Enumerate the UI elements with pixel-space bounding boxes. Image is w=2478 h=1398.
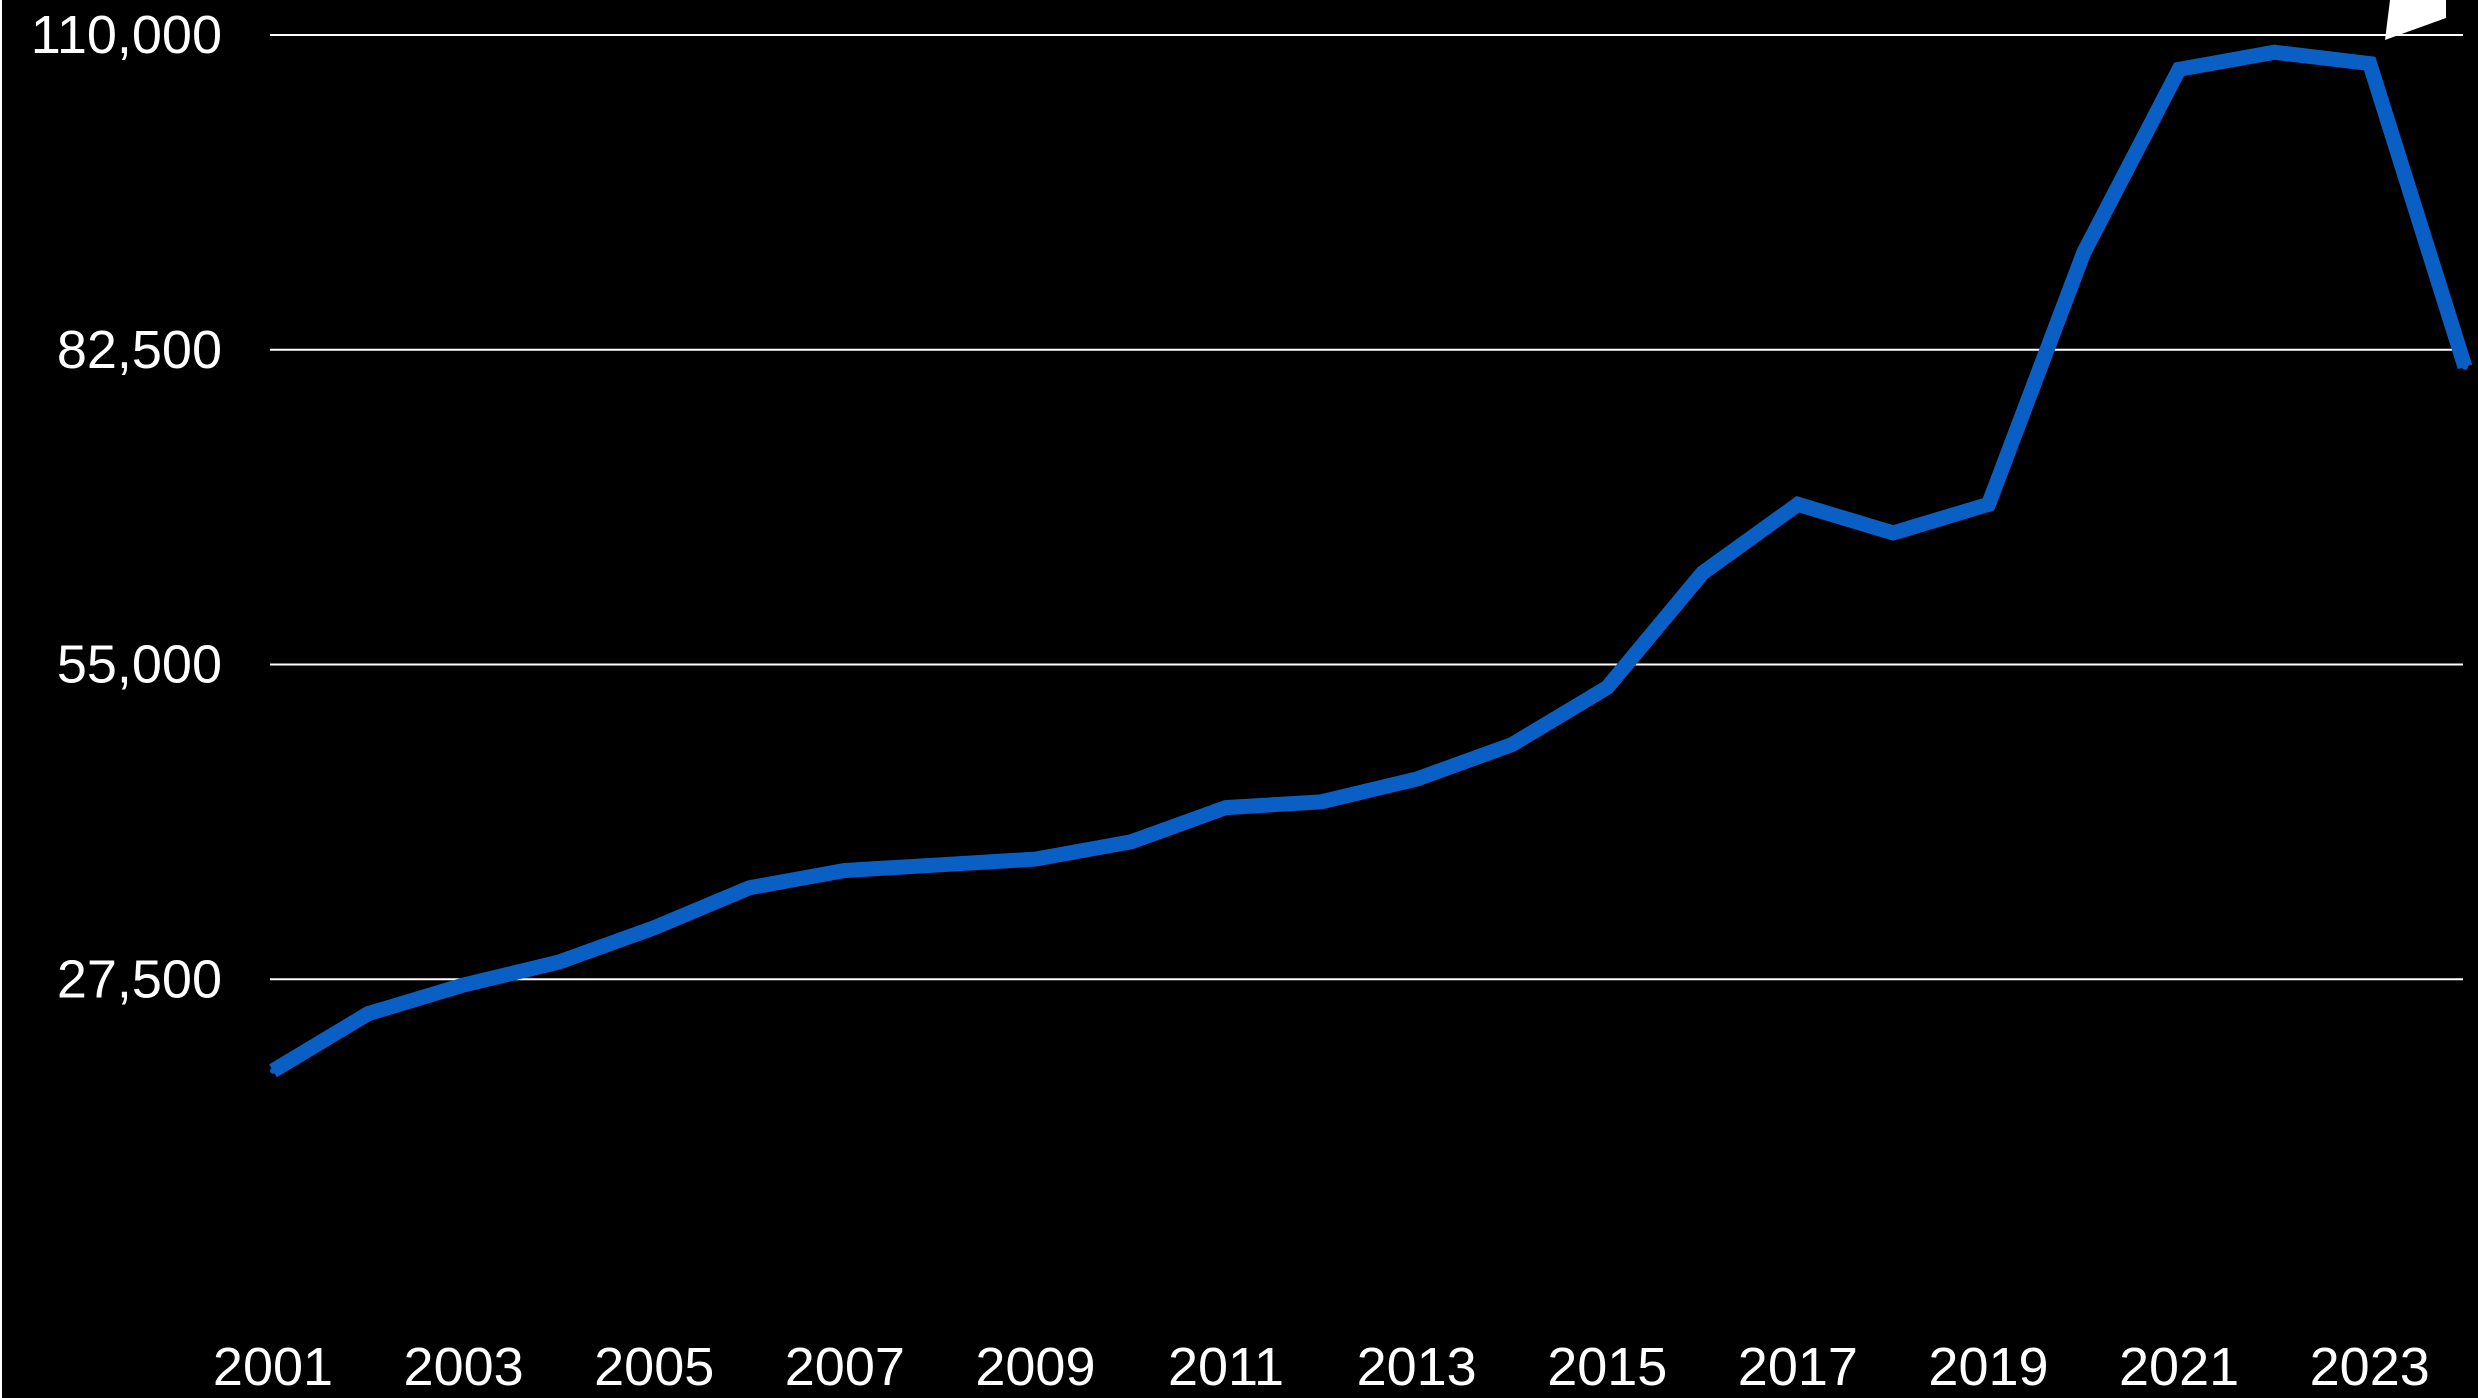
data-point-2013 <box>1413 775 1420 782</box>
x-axis-tick-labels: 2001 2003 2005 2007 2009 2011 2013 2015 2017 2019… <box>213 1337 2430 1397</box>
x-tick-label: 2019 <box>1928 1337 2048 1397</box>
x-tick-label: 2005 <box>594 1337 714 1397</box>
data-point-2015 <box>1604 684 1611 691</box>
data-point-2019 <box>1985 501 1992 508</box>
x-tick-label: 2021 <box>2119 1337 2239 1397</box>
data-point-2018 <box>1890 529 1897 536</box>
data-point-2009 <box>1032 856 1039 863</box>
y-tick-label: 55,000 <box>57 635 222 695</box>
gridlines <box>270 34 2463 981</box>
data-point-2011 <box>1223 804 1230 811</box>
data-point-2006 <box>746 884 753 891</box>
data-point-2003 <box>460 981 467 988</box>
data-point-2016 <box>1699 569 1706 576</box>
x-tick-label: 2023 <box>2310 1337 2430 1397</box>
data-point-2014 <box>1508 741 1515 748</box>
x-tick-label: 2007 <box>785 1337 905 1397</box>
y-axis-tick-labels: 27,500 55,000 82,500 110,000 <box>31 5 222 1009</box>
data-point-2008 <box>937 861 944 868</box>
pointer-arrow-icon <box>2385 0 2446 40</box>
data-point-2024 <box>2462 363 2468 370</box>
data-point-2002 <box>365 1010 372 1017</box>
x-tick-label: 2013 <box>1357 1337 1477 1397</box>
series-line <box>269 44 2473 1078</box>
x-tick-label: 2003 <box>404 1337 524 1397</box>
data-point-2001 <box>270 1067 276 1074</box>
data-point-2022 <box>2271 49 2278 56</box>
data-point-2007 <box>841 867 848 874</box>
data-point-2005 <box>651 924 658 931</box>
x-tick-label: 2017 <box>1738 1337 1858 1397</box>
data-point-2020 <box>2080 249 2087 256</box>
x-tick-label: 2015 <box>1547 1337 1667 1397</box>
y-tick-label: 110,000 <box>31 5 222 65</box>
series-layer <box>269 44 2473 1078</box>
x-tick-label: 2001 <box>213 1337 333 1397</box>
data-point-2004 <box>555 959 562 966</box>
y-tick-label: 82,500 <box>57 320 222 380</box>
data-point-2012 <box>1318 798 1325 805</box>
data-point-2010 <box>1127 838 1134 845</box>
data-point-2023 <box>2366 60 2373 67</box>
y-tick-label: 27,500 <box>57 949 222 1009</box>
data-point-2021 <box>2176 66 2183 73</box>
x-tick-label: 2009 <box>975 1337 1095 1397</box>
data-point-2017 <box>1794 501 1801 508</box>
x-tick-label: 2011 <box>1168 1337 1284 1397</box>
